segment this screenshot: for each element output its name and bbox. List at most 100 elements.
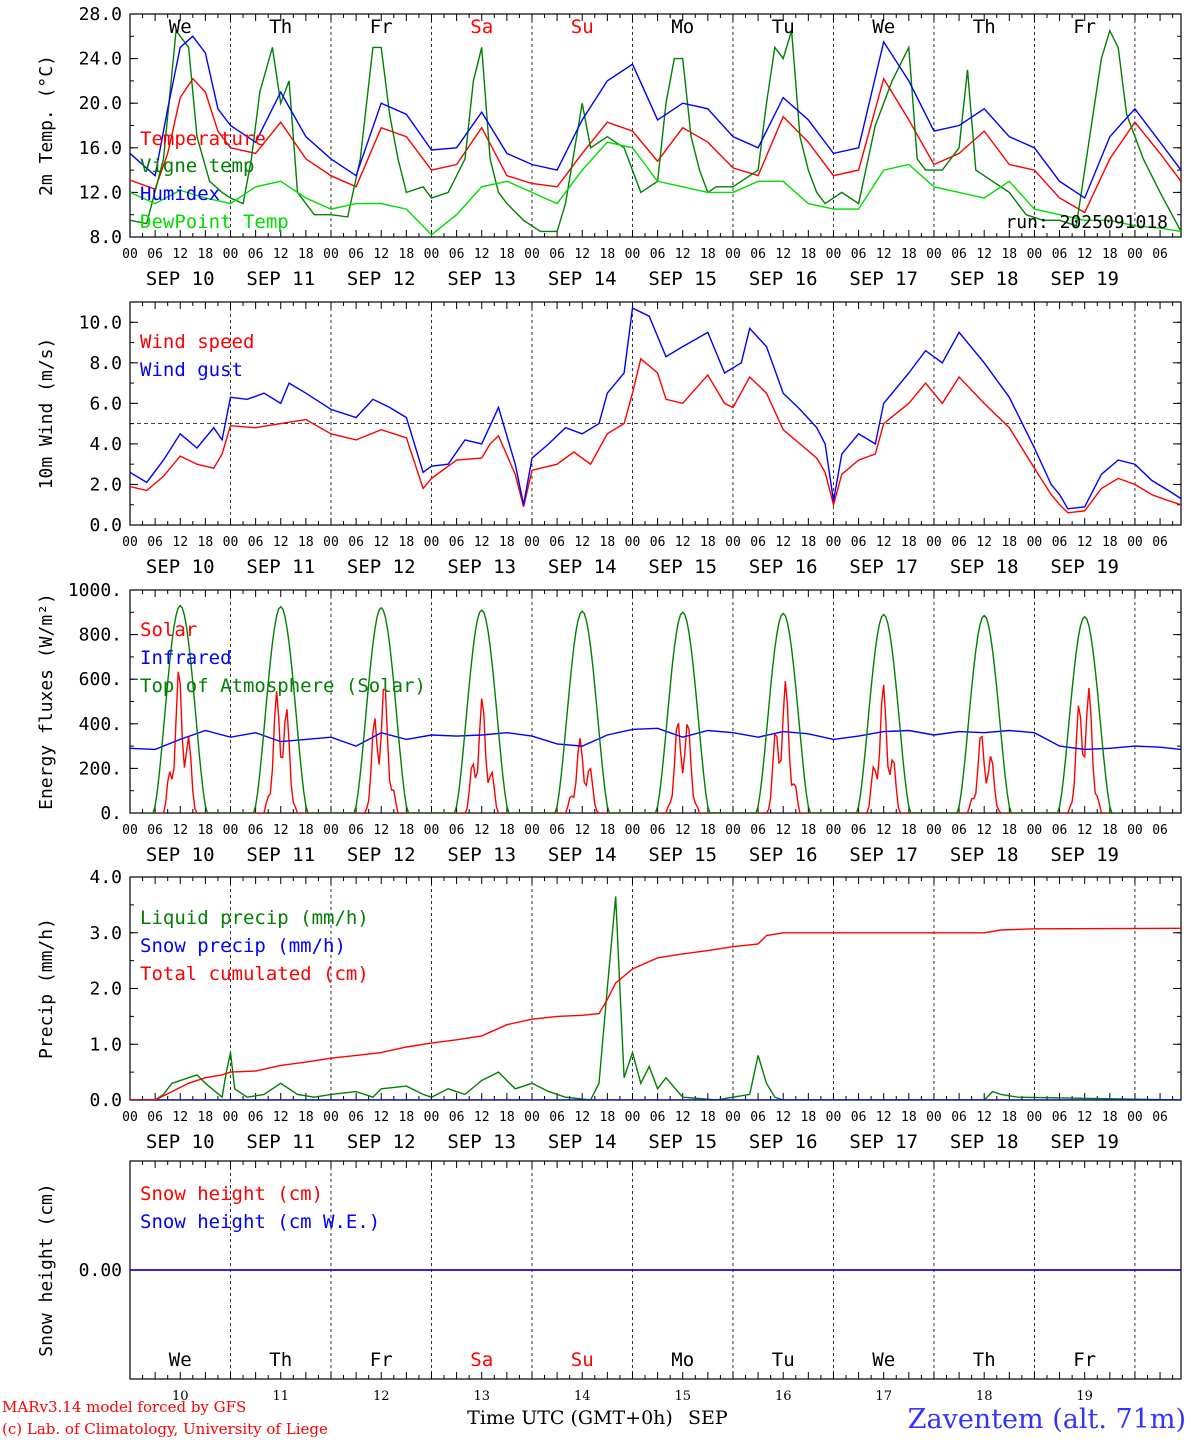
hour-tick-label: 00 <box>725 823 741 838</box>
y-axis-title: Energy fluxes (W/m²) <box>36 593 57 810</box>
date-number: 12 <box>373 1389 390 1404</box>
hour-tick-label: 18 <box>901 247 917 262</box>
y-axis-title: 10m Wind (m/s) <box>36 338 57 490</box>
date-label: SEP 16 <box>749 1131 818 1153</box>
date-label: SEP 15 <box>648 1131 717 1153</box>
month-label: SEP <box>688 1407 728 1429</box>
date-label: SEP 17 <box>849 844 918 866</box>
series-line-solar <box>155 671 1110 813</box>
hour-tick-label: 18 <box>1102 535 1118 550</box>
hour-tick-label: 12 <box>1077 247 1093 262</box>
hour-tick-label: 18 <box>801 247 817 262</box>
date-label: SEP 11 <box>246 1131 315 1153</box>
legend-entry: Wind speed <box>140 331 254 353</box>
hour-tick-label: 12 <box>273 1110 289 1125</box>
date-label: SEP 10 <box>146 844 215 866</box>
hour-tick-label: 06 <box>449 535 465 550</box>
hour-tick-label: 12 <box>876 1110 892 1125</box>
hour-tick-label: 12 <box>775 1110 791 1125</box>
date-label: SEP 10 <box>146 556 215 578</box>
legend-entry: Humidex <box>140 183 220 205</box>
hour-tick-label: 00 <box>826 823 842 838</box>
date-label: SEP 13 <box>447 844 516 866</box>
legend-entry: DewPoint Temp <box>140 211 289 233</box>
hour-tick-label: 00 <box>826 1110 842 1125</box>
hour-tick-label: 00 <box>926 1110 942 1125</box>
hour-tick-label: 06 <box>650 1110 666 1125</box>
hour-tick-label: 12 <box>574 535 590 550</box>
hour-tick-label: 06 <box>951 247 967 262</box>
date-label: SEP 14 <box>548 1131 617 1153</box>
series-line-temperature <box>130 76 1181 214</box>
hour-tick-label: 18 <box>298 823 314 838</box>
date-label: SEP 16 <box>749 556 818 578</box>
hour-tick-label: 00 <box>1027 247 1043 262</box>
run-label: run: 2025091018 <box>1005 212 1168 233</box>
hour-tick-label: 06 <box>549 247 565 262</box>
hour-tick-label: 00 <box>424 823 440 838</box>
hour-tick-label: 00 <box>524 247 540 262</box>
hour-tick-label: 12 <box>474 247 490 262</box>
hour-tick-label: 06 <box>348 535 364 550</box>
date-label: SEP 14 <box>548 268 617 290</box>
y-tick-label: 16.0 <box>79 138 122 159</box>
y-axis-title: Snow height (cm) <box>36 1183 57 1356</box>
date-label: SEP 12 <box>347 844 416 866</box>
day-name: Su <box>571 16 594 38</box>
date-label: SEP 19 <box>1050 556 1119 578</box>
hour-tick-label: 06 <box>549 1110 565 1125</box>
date-label: SEP 13 <box>447 556 516 578</box>
y-axis-title: Precip (mm/h) <box>36 918 57 1059</box>
y-tick-label: 8.0 <box>89 227 122 248</box>
date-label: SEP 10 <box>146 1131 215 1153</box>
hour-tick-label: 18 <box>399 1110 415 1125</box>
y-tick-label: 1.0 <box>89 1034 122 1055</box>
date-label: SEP 18 <box>950 1131 1019 1153</box>
hour-tick-label: 12 <box>876 247 892 262</box>
hour-tick-label: 18 <box>399 247 415 262</box>
hour-tick-label: 06 <box>147 1110 163 1125</box>
hour-tick-label: 06 <box>750 1110 766 1125</box>
hour-tick-label: 00 <box>122 535 138 550</box>
panel-frame <box>129 301 1182 526</box>
hour-tick-label: 18 <box>298 247 314 262</box>
hour-tick-label: 06 <box>1052 1110 1068 1125</box>
hour-tick-label: 06 <box>650 535 666 550</box>
date-label: SEP 11 <box>246 556 315 578</box>
hour-tick-label: 12 <box>675 823 691 838</box>
hour-tick-label: 06 <box>147 535 163 550</box>
hour-tick-label: 00 <box>725 535 741 550</box>
day-name: Su <box>571 1349 594 1371</box>
y-tick-label: 12.0 <box>79 182 122 203</box>
hour-tick-label: 12 <box>172 823 188 838</box>
hour-tick-label: 18 <box>198 535 214 550</box>
hour-tick-label: 12 <box>675 535 691 550</box>
date-label: SEP 15 <box>648 268 717 290</box>
station-label: Zaventem (alt. 71m) <box>908 1404 1186 1435</box>
hour-tick-label: 12 <box>775 535 791 550</box>
y-tick-label: 0.0 <box>89 1090 122 1111</box>
hour-tick-label: 00 <box>323 823 339 838</box>
date-label: SEP 18 <box>950 844 1019 866</box>
hour-tick-label: 00 <box>323 1110 339 1125</box>
y-tick-label: 600. <box>79 669 122 690</box>
date-label: SEP 10 <box>146 268 215 290</box>
hour-tick-label: 12 <box>172 1110 188 1125</box>
hour-tick-label: 06 <box>449 247 465 262</box>
date-label: SEP 14 <box>548 844 617 866</box>
hour-tick-label: 18 <box>700 1110 716 1125</box>
y-tick-label: 3.0 <box>89 923 122 944</box>
date-label: SEP 19 <box>1050 268 1119 290</box>
date-number: 17 <box>875 1389 892 1404</box>
hour-tick-label: 06 <box>851 247 867 262</box>
hour-tick-label: 18 <box>1001 535 1017 550</box>
hour-tick-label: 12 <box>976 247 992 262</box>
hour-tick-label: 12 <box>976 1110 992 1125</box>
hour-tick-label: 18 <box>700 823 716 838</box>
hour-tick-label: 12 <box>474 823 490 838</box>
hour-tick-label: 12 <box>373 535 389 550</box>
hour-tick-label: 06 <box>750 247 766 262</box>
hour-tick-label: 00 <box>424 535 440 550</box>
date-number: 13 <box>473 1389 490 1404</box>
day-name: Tu <box>772 16 795 38</box>
